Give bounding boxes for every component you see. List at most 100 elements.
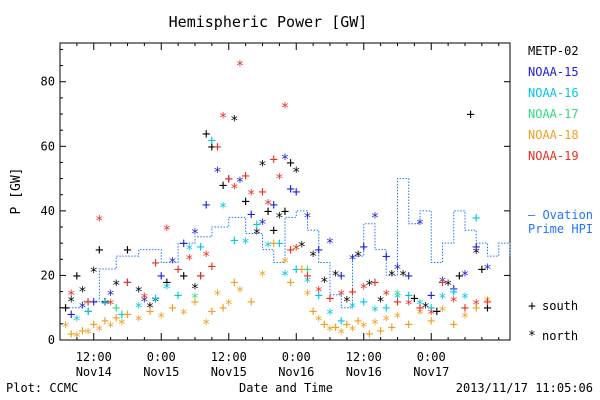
- point-noaa-16-south: +: [253, 217, 261, 233]
- point-noaa-16-north: *: [185, 243, 193, 259]
- point-noaa-18-south: +: [67, 327, 75, 343]
- point-noaa-15-south: +: [202, 197, 210, 213]
- point-noaa-19-north: *: [264, 197, 272, 213]
- point-noaa-18-south: +: [123, 307, 131, 323]
- legend-ovation-label: Prime HPI: [528, 222, 593, 236]
- point-metp-02-south: +: [281, 204, 289, 220]
- point-noaa-16-north: *: [348, 301, 356, 317]
- legend-marker-label: south: [542, 299, 578, 313]
- x-tick-time: 0:00: [147, 350, 176, 364]
- point-noaa-19-south: +: [208, 259, 216, 275]
- point-noaa-16-north: *: [241, 236, 249, 252]
- point-noaa-18-north: *: [303, 288, 311, 304]
- point-noaa-16-north: *: [281, 268, 289, 284]
- point-noaa-18-north: *: [326, 323, 334, 339]
- point-metp-02-south: +: [433, 304, 441, 320]
- legend-marker-symbol: *: [528, 329, 536, 344]
- point-noaa-18-south: +: [247, 294, 255, 310]
- point-noaa-16-north: *: [101, 297, 109, 313]
- point-metp-02-north: *: [399, 268, 407, 284]
- point-noaa-19-south: +: [438, 275, 446, 291]
- point-noaa-18-north: *: [438, 304, 446, 320]
- point-noaa-15-south: +: [292, 185, 300, 201]
- point-noaa-19-north: *: [106, 297, 114, 313]
- point-noaa-19-south: +: [371, 275, 379, 291]
- point-noaa-18-south: +: [286, 275, 294, 291]
- point-noaa-18-south: +: [405, 317, 413, 333]
- point-noaa-15-north: *: [213, 165, 221, 181]
- point-noaa-18-south: +: [320, 317, 328, 333]
- point-noaa-15-north: *: [236, 175, 244, 191]
- point-noaa-18-south: +: [112, 310, 120, 326]
- point-noaa-15-north: *: [416, 217, 424, 233]
- point-noaa-19-north: *: [405, 297, 413, 313]
- point-noaa-18-north: *: [360, 320, 368, 336]
- legend-marker-label: north: [542, 329, 578, 343]
- point-metp-02-south: +: [241, 194, 249, 210]
- point-noaa-18-north: *: [281, 256, 289, 272]
- point-noaa-15-north: *: [191, 226, 199, 242]
- point-noaa-15-south: +: [286, 181, 294, 197]
- x-axis: 12:00Nov140:00Nov1512:00Nov150:00Nov1612…: [59, 43, 500, 379]
- legend-item-noaa-15: NOAA-15: [528, 65, 579, 79]
- point-noaa-18-north: *: [382, 314, 390, 330]
- point-noaa-16-south: +: [174, 288, 182, 304]
- point-noaa-15-south: +: [67, 307, 75, 323]
- point-noaa-18-north: *: [416, 307, 424, 323]
- point-noaa-19-south: +: [270, 152, 278, 168]
- point-noaa-18-south: +: [78, 323, 86, 339]
- point-metp-02-south: +: [95, 243, 103, 259]
- point-noaa-16-south: +: [360, 294, 368, 310]
- x-tick-time: 12:00: [211, 350, 247, 364]
- point-noaa-15-north: *: [326, 236, 334, 252]
- legend-item-noaa-16: NOAA-16: [528, 86, 579, 100]
- point-noaa-18-south: +: [90, 317, 98, 333]
- point-noaa-19-north: *: [472, 297, 480, 313]
- point-noaa-19-north: *: [163, 223, 171, 239]
- point-noaa-16-south: +: [337, 314, 345, 330]
- point-noaa-15-south: +: [427, 288, 435, 304]
- point-metp-02-north: *: [146, 301, 154, 317]
- point-noaa-16-north: *: [264, 239, 272, 255]
- point-metp-02-south: +: [123, 243, 131, 259]
- point-noaa-18-north: *: [348, 323, 356, 339]
- point-noaa-19-south: +: [286, 243, 294, 259]
- x-tick-time: 12:00: [346, 350, 382, 364]
- point-noaa-19-south: +: [461, 301, 469, 317]
- point-noaa-19-north: *: [230, 181, 238, 197]
- point-noaa-19-south: +: [241, 168, 249, 184]
- point-noaa-16-north: *: [73, 314, 81, 330]
- point-noaa-16-south: +: [292, 262, 300, 278]
- point-metp-02-south: +: [219, 178, 227, 194]
- point-noaa-15-north: *: [303, 210, 311, 226]
- point-metp-02-north: *: [388, 268, 396, 284]
- point-metp-02-north: *: [298, 239, 306, 255]
- point-noaa-18-south: +: [219, 301, 227, 317]
- point-noaa-16-north: *: [135, 301, 143, 317]
- point-noaa-16-south: +: [151, 291, 159, 307]
- point-noaa-18-north: *: [213, 288, 221, 304]
- footer-timestamp: 2013/11/17 11:05:06: [456, 381, 593, 395]
- point-metp-02-south: +: [61, 301, 69, 317]
- point-noaa-18-north: *: [61, 320, 69, 336]
- point-metp-02-north: *: [135, 285, 143, 301]
- point-noaa-15-south: +: [270, 197, 278, 213]
- point-metp-02-north: *: [253, 226, 261, 242]
- point-noaa-16-north: *: [371, 304, 379, 320]
- point-noaa-15-south: +: [337, 268, 345, 284]
- point-noaa-15-north: *: [348, 252, 356, 268]
- y-tick-label: 80: [41, 75, 55, 89]
- point-noaa-18-south: +: [101, 314, 109, 330]
- y-axis-label: P [GW]: [9, 168, 24, 215]
- point-metp-02-south: +: [163, 275, 171, 291]
- point-noaa-18-south: +: [309, 304, 317, 320]
- point-noaa-18-south: +: [427, 314, 435, 330]
- point-metp-02-north: *: [90, 265, 98, 281]
- point-metp-02-south: +: [84, 304, 92, 320]
- point-noaa-18-north: *: [461, 310, 469, 326]
- point-noaa-18-south: +: [450, 317, 458, 333]
- point-noaa-15-south: +: [90, 294, 98, 310]
- point-metp-02-north: *: [365, 278, 373, 294]
- point-noaa-19-south: +: [196, 268, 204, 284]
